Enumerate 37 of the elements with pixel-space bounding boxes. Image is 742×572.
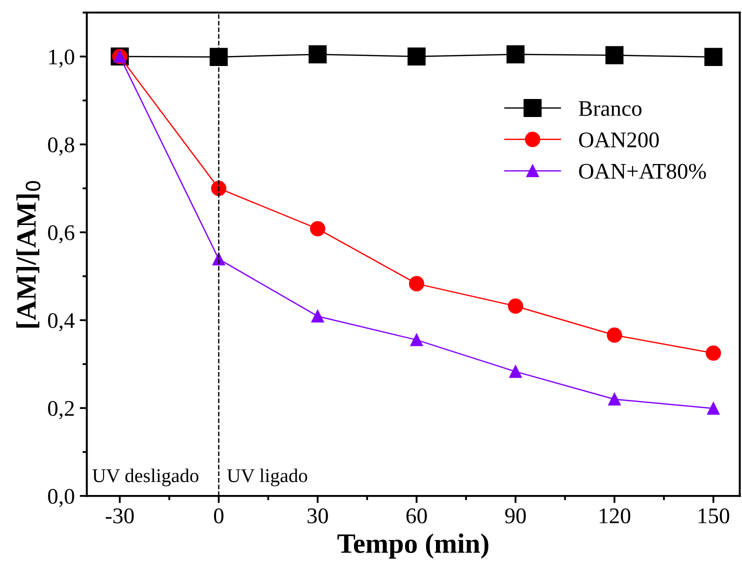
x-tick-label: 60 (406, 508, 427, 524)
point (310, 221, 326, 236)
point (706, 345, 722, 361)
y-tick-label: 0,6 (48, 225, 74, 244)
annotation: UV desligado (92, 468, 198, 486)
point (605, 46, 624, 64)
point (408, 47, 426, 66)
y-tick-label: 0,4 (48, 313, 75, 332)
point (707, 402, 720, 415)
point (606, 327, 622, 343)
y-tick-label: 0,0 (48, 488, 74, 508)
y-tick-label: 0,8 (48, 137, 74, 156)
point (408, 276, 424, 292)
point (410, 334, 423, 346)
legend-label: Branco (578, 101, 642, 116)
point (311, 310, 324, 322)
x-tick-label: 90 (505, 508, 526, 524)
point (210, 48, 228, 66)
point (509, 365, 522, 378)
legend-label: OAN+AT80% (579, 164, 706, 179)
point (506, 45, 525, 64)
point (608, 393, 621, 406)
point (704, 48, 722, 66)
x-axis-title: Tempo (min) (337, 533, 488, 559)
legend-label: OAN200 (579, 132, 659, 148)
x-tick-label: -30 (106, 508, 134, 524)
point (508, 298, 524, 314)
x-tick-label: 0 (214, 508, 224, 524)
y-tick-label: 1,0 (49, 49, 74, 68)
x-tick-label: 30 (308, 508, 328, 524)
point (308, 45, 327, 64)
annotation: UV ligado (227, 468, 308, 486)
y-axis-title: [AM]/[AM]$_{0}$ (16, 181, 40, 328)
x-tick-label: 120 (600, 508, 630, 524)
point (211, 180, 226, 196)
y-tick-label: 0,2 (48, 400, 74, 420)
x-tick-label: 150 (698, 508, 730, 524)
